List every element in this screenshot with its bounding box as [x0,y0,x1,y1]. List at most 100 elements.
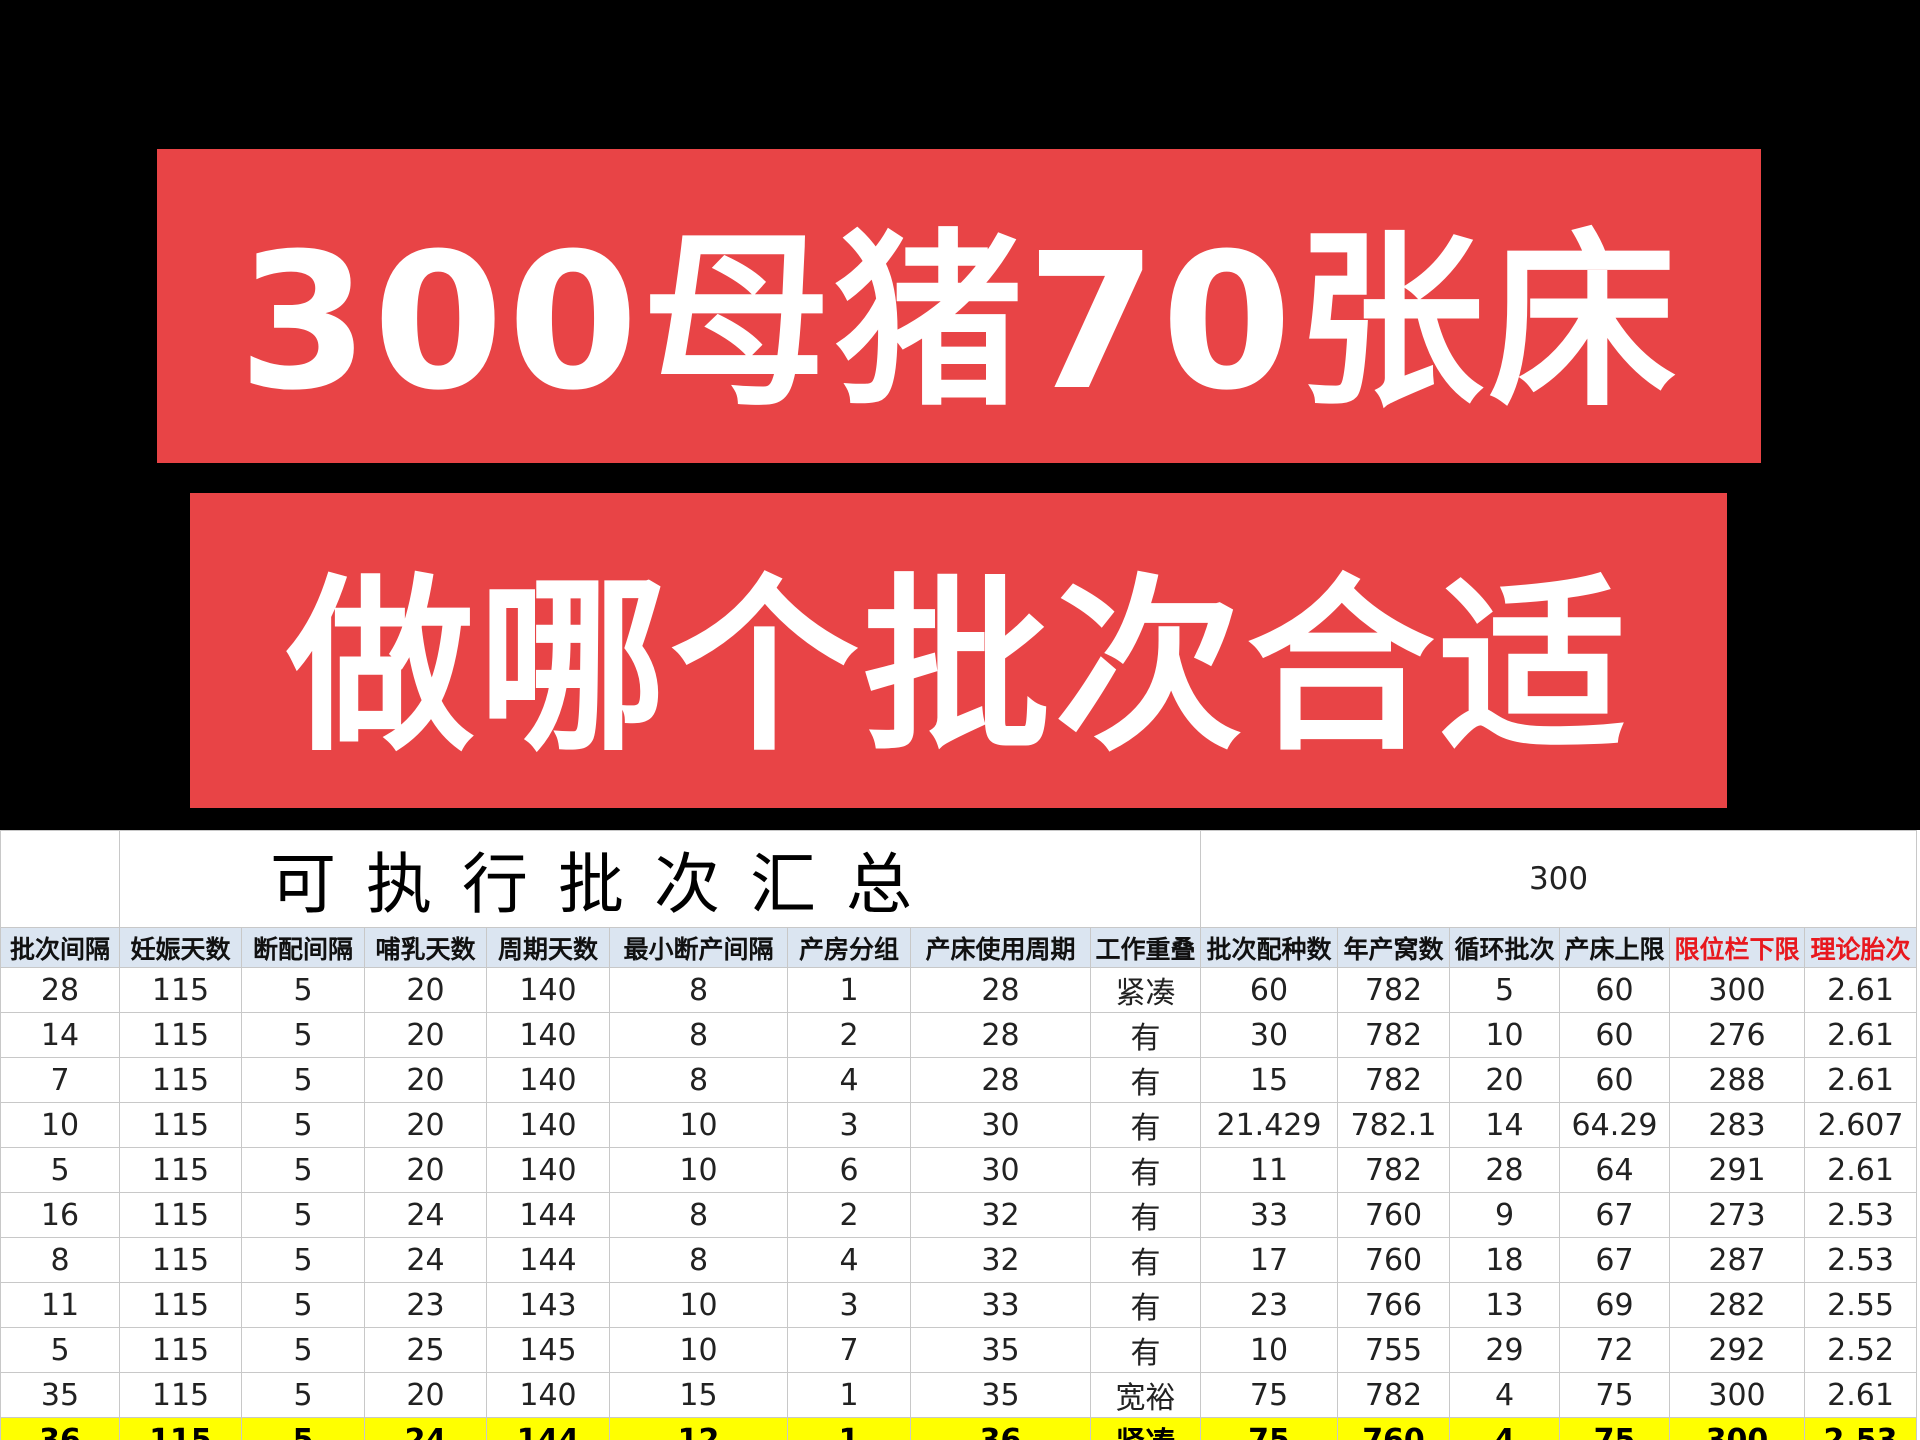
cell: 5 [241,1237,365,1283]
cell: 35 [0,1372,120,1418]
column-header: 批次配种数 [1200,927,1338,968]
data-row: 11 115 5 23 143 10 3 33 有 23 766 13 69 282 2.55 [0,1282,1918,1328]
cell: 115 [119,1012,242,1058]
cell: 10 [1200,1327,1338,1373]
column-header: 妊娠天数 [119,927,242,968]
cell: 24 [364,1237,487,1283]
cell: 11 [0,1282,120,1328]
data-row: 28 115 5 20 140 8 1 28 紧凑 60 782 5 60 300 2.61 [0,967,1918,1013]
cell: 6 [787,1147,911,1193]
cell: 5 [241,1192,365,1238]
cell: 72 [1559,1327,1670,1373]
cell: 有 [1090,1102,1201,1148]
cell: 145 [486,1327,610,1373]
cell: 33 [1200,1192,1338,1238]
cell: 2.61 [1803,1147,1918,1193]
cell: 300 [1669,1372,1805,1418]
cell: 有 [1090,1192,1201,1238]
empty-cell [0,830,120,928]
cell: 宽裕 [1090,1372,1201,1418]
column-header: 哺乳天数 [364,927,487,968]
cell: 10 [609,1282,788,1328]
cell: 4 [787,1237,911,1283]
data-row: 3611552414412136紧凑757604753002.53 [0,1417,1918,1440]
column-header: 断配间隔 [241,927,365,968]
cell: 8 [609,1192,788,1238]
cell: 28 [910,967,1091,1013]
cell: 有 [1090,1282,1201,1328]
column-header: 年产窝数 [1337,927,1450,968]
cell: 144 [486,1192,610,1238]
cell: 30 [910,1147,1091,1193]
cell: 7 [787,1327,911,1373]
data-row: 35 115 5 20 140 15 1 35 宽裕 75 782 4 75 300 2.61 [0,1372,1918,1418]
cell: 2.61 [1803,1372,1918,1418]
cell: 5 [241,1372,365,1418]
title-text: 300母猪70张床 [237,213,1681,432]
subtitle-banner: 做哪个批次合适 [190,493,1727,808]
cell: 782 [1337,1057,1450,1103]
cell: 2.55 [1803,1282,1918,1328]
cell: 115 [119,967,242,1013]
cell: 8 [0,1237,120,1283]
cell: 17 [1200,1237,1338,1283]
cell: 140 [486,1012,610,1058]
cell: 8 [609,1057,788,1103]
cell: 23 [364,1282,487,1328]
cell: 20 [1449,1057,1560,1103]
data-row: 8 115 5 24 144 8 4 32 有 17 760 18 67 287 2.53 [0,1237,1918,1283]
cell: 64 [1559,1147,1670,1193]
cell: 21.429 [1200,1102,1338,1148]
cell: 30 [910,1102,1091,1148]
cell: 10 [609,1102,788,1148]
cell: 28 [910,1057,1091,1103]
column-header: 循环批次 [1449,927,1560,968]
data-row: 7 115 5 20 140 8 4 28 有 15 782 20 60 288 2.61 [0,1057,1918,1103]
cell: 760 [1337,1417,1450,1440]
data-row: 5 115 5 25 145 10 7 35 有 10 755 29 72 292 2.52 [0,1327,1918,1373]
column-header: 限位栏下限 [1669,927,1805,968]
title-row: 可执行批次汇总 300 [0,830,1918,928]
cell: 13 [1449,1282,1560,1328]
cell: 3 [787,1282,911,1328]
cell: 10 [609,1327,788,1373]
data-row: 5 115 5 20 140 10 6 30 有 11 782 28 64 291 2.61 [0,1147,1918,1193]
cell: 2.61 [1803,967,1918,1013]
cell: 8 [609,1012,788,1058]
column-header: 产房分组 [787,927,911,968]
subtitle-text: 做哪个批次合适 [286,557,1631,777]
cell: 291 [1669,1147,1805,1193]
cell: 8 [609,967,788,1013]
cell: 有 [1090,1057,1201,1103]
cell: 115 [119,1372,242,1418]
cell: 10 [1449,1012,1560,1058]
column-header: 产床上限 [1559,927,1670,968]
cell: 9 [1449,1192,1560,1238]
column-header: 理论胎次 [1803,927,1918,968]
cell: 4 [787,1057,911,1103]
cell: 20 [364,1102,487,1148]
cell: 782 [1337,1372,1450,1418]
cell: 36 [910,1417,1091,1440]
cell: 282 [1669,1282,1805,1328]
data-row: 16 115 5 24 144 8 2 32 有 33 760 9 67 273 2.53 [0,1192,1918,1238]
cell: 28 [1449,1147,1560,1193]
cell: 60 [1200,967,1338,1013]
cell: 782 [1337,1147,1450,1193]
cell: 29 [1449,1327,1560,1373]
cell: 140 [486,1057,610,1103]
cell: 140 [486,1102,610,1148]
cell: 5 [0,1327,120,1373]
cell: 16 [0,1192,120,1238]
cell: 144 [486,1417,610,1440]
column-header: 工作重叠 [1090,927,1201,968]
cell: 300 [1669,1417,1805,1440]
cell: 2.607 [1803,1102,1918,1148]
cell: 32 [910,1192,1091,1238]
cell: 143 [486,1282,610,1328]
table-title: 可执行批次汇总 [119,830,1201,928]
title-banner: 300母猪70张床 [157,149,1761,463]
data-row: 10 115 5 20 140 10 3 30 有 21.429 782.1 14 64.29 283 2.… [0,1102,1918,1148]
